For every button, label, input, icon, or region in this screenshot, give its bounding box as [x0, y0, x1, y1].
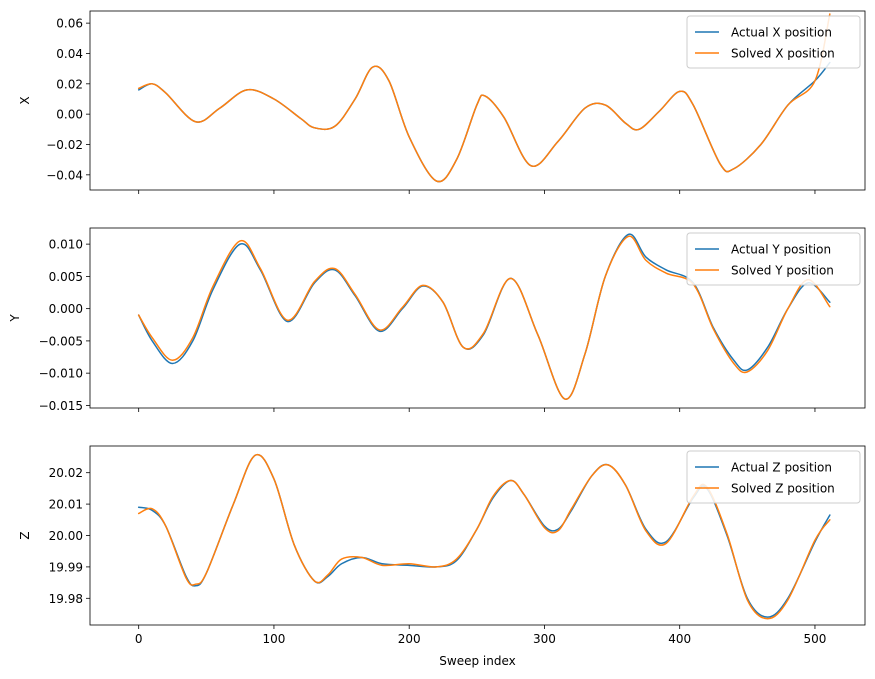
legend: Actual X position Solved X position: [686, 15, 861, 69]
legend-box: [686, 15, 861, 69]
series-lines: [137, 13, 831, 183]
legend-box: [686, 232, 861, 286]
y-tick-label: −0.010: [39, 367, 83, 381]
x-axis-label: Sweep index: [439, 654, 515, 668]
series-lines: [137, 233, 831, 400]
y-tick-label: −0.015: [39, 399, 83, 413]
series-line-solved: [137, 235, 831, 400]
y-axis-label: Y: [8, 314, 22, 323]
legend-entry: Actual X position: [731, 26, 832, 40]
legend: Actual Z position Solved Z position: [686, 450, 861, 504]
y-tick-label: 0.00: [56, 108, 83, 122]
y-tick-label: 0.000: [49, 302, 83, 316]
x-tick-label: 100: [262, 632, 285, 646]
y-axis-label: Z: [18, 531, 32, 539]
y-tick-label: −0.005: [39, 334, 83, 348]
y-tick-label: −0.02: [46, 138, 83, 152]
axes-frame: [89, 10, 866, 191]
legend-entry: Actual Z position: [731, 461, 832, 475]
y-tick-label: 0.04: [56, 47, 83, 61]
subplot-z: 0 100 200 300 400 500 19.98 19.99 20.00 20.01 20.0…: [18, 445, 866, 668]
x-tick-label: 200: [398, 632, 421, 646]
legend: Actual Y position Solved Y position: [686, 232, 861, 286]
y-tick-label: 19.99: [49, 560, 83, 574]
legend-entry: Solved Y position: [731, 264, 834, 278]
y-tick-label: −0.04: [46, 168, 83, 182]
y-tick-label: 19.98: [49, 592, 83, 606]
x-tick-label: 0: [135, 632, 143, 646]
y-tick-label: 0.02: [56, 77, 83, 91]
subplot-x: −0.04 −0.02 0.00 0.02 0.04 0.06 X Actual X posi…: [18, 10, 866, 194]
y-tick-label: 0.06: [56, 17, 83, 31]
y-tick-label: 20.00: [49, 529, 83, 543]
y-tick-label: 0.005: [49, 270, 83, 284]
y-axis-label: X: [18, 96, 32, 104]
x-tick-label: 400: [668, 632, 691, 646]
legend-entry: Actual Y position: [731, 243, 831, 257]
series-line-solved: [137, 13, 831, 183]
x-tick-label: 300: [533, 632, 556, 646]
axes-frame: [89, 227, 866, 409]
legend-entry: Solved Z position: [731, 482, 835, 496]
y-tick-label: 20.01: [49, 498, 83, 512]
x-tick-label: 500: [804, 632, 827, 646]
legend-entry: Solved X position: [731, 47, 835, 61]
subplot-y: −0.015 −0.010 −0.005 0.000 0.005 0.010 Y Actual…: [8, 227, 866, 413]
y-tick-label: 0.010: [49, 238, 83, 252]
y-tick-label: 20.02: [49, 466, 83, 480]
series-line-actual: [137, 61, 831, 183]
legend-box: [686, 450, 861, 504]
